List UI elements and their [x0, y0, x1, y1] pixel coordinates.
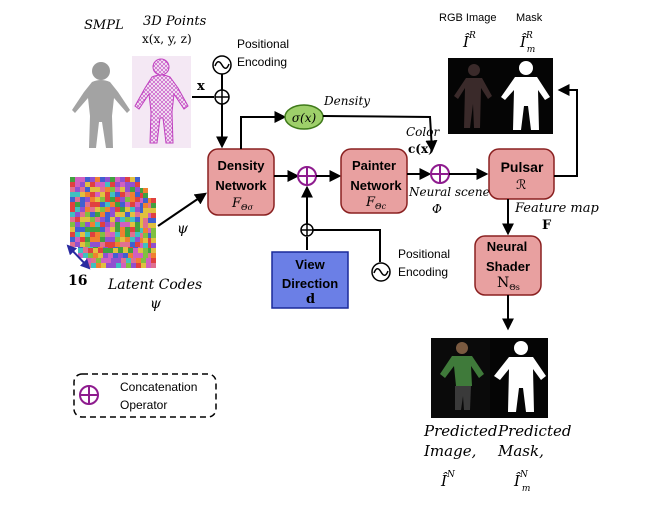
pred-mask-symbol: ÎN m — [513, 470, 530, 494]
points3d-formula: x(x, y, z) — [142, 32, 192, 46]
sigma-node: σ(x) — [284, 104, 324, 130]
predicted-image-thumbnail — [431, 338, 490, 418]
predicted-mask-thumbnail — [490, 338, 548, 418]
smpl-label: SMPL — [84, 18, 124, 33]
neural-shader-title-2: Shader — [486, 259, 530, 274]
painter-network-title-1: Painter — [352, 158, 396, 173]
neural-shader-title-1: Neural — [487, 239, 527, 254]
sigma-label: σ(x) — [292, 111, 317, 125]
concat-operator-x — [214, 89, 230, 105]
neural-scene-label: Neural scene — [408, 185, 490, 199]
rgb-image-thumbnail — [448, 58, 501, 134]
concat-operator-center — [297, 166, 317, 186]
pulsar-node: Pulsar ℛ — [488, 148, 555, 200]
feature-symbol: F — [542, 218, 552, 233]
pred-mask-line1: Predicted — [497, 422, 571, 440]
psi-label: ψ — [177, 221, 189, 237]
positional-encoding-top-icon — [212, 55, 232, 75]
mask-symbol: ÎR m — [519, 31, 535, 55]
latent-codes-label: Latent Codes — [107, 277, 202, 293]
view-direction-title-2: Direction — [282, 276, 338, 291]
pred-mask-line2: Mask, — [497, 442, 544, 460]
rgb-image-label: RGB Image — [439, 12, 496, 24]
rgb-symbol: ÎR — [462, 31, 476, 51]
view-direction-node: View Direction d — [271, 251, 349, 309]
density-network-title-2: Network — [215, 178, 267, 193]
mask-thumbnail — [501, 58, 553, 134]
latent-psi-label: ψ — [150, 296, 162, 312]
painter-network-title-2: Network — [350, 178, 402, 193]
neural-shader-node: Neural Shader NΘs — [474, 235, 542, 296]
points-mesh-figure — [134, 58, 189, 144]
legend-label-line2: Operator — [120, 398, 167, 412]
density-edge-label: Density — [323, 94, 370, 108]
view-direction-title-1: View — [295, 257, 325, 272]
concat-operator-scene — [430, 164, 450, 184]
phi-label: Φ — [432, 202, 442, 216]
feature-map-label: Feature map — [514, 201, 599, 216]
points3d-label: 3D Points — [143, 14, 207, 29]
pred-image-line2: Image, — [423, 442, 476, 460]
painter-network-symbol: FΘc — [365, 195, 387, 211]
smpl-body-figure — [72, 62, 130, 148]
density-network-symbol: FΘσ — [231, 196, 254, 212]
pulsar-title: Pulsar — [501, 159, 544, 175]
mask-label: Mask — [516, 12, 543, 24]
legend-concat-icon — [79, 385, 99, 405]
x-symbol: x — [197, 79, 205, 94]
pos-enc-bottom-line1: Positional — [398, 247, 450, 261]
density-network-node: Density Network FΘσ — [207, 148, 275, 216]
density-network-title-1: Density — [218, 158, 266, 173]
pos-enc-bottom-line2: Encoding — [398, 265, 448, 279]
pulsar-symbol: ℛ — [516, 178, 526, 193]
latent-code-grids — [70, 177, 156, 268]
color-label: Color — [406, 125, 440, 139]
pos-enc-top-line2: Encoding — [237, 55, 287, 69]
pred-image-symbol: ÎN — [440, 470, 456, 490]
view-direction-symbol: d — [306, 292, 315, 307]
latent-code-grid — [70, 177, 140, 247]
pos-enc-top-line1: Positional — [237, 37, 289, 51]
positional-encoding-bottom-icon — [371, 262, 391, 282]
legend-label-line1: Concatenation — [120, 380, 197, 394]
concat-operator-view — [300, 223, 314, 237]
pred-image-line1: Predicted — [423, 422, 497, 440]
neural-shader-symbol: NΘs — [497, 275, 520, 292]
painter-network-node: Painter Network FΘc — [340, 148, 408, 214]
sixteen-label: 16 — [68, 273, 87, 289]
color-formula: c(x) — [408, 142, 434, 156]
legend-box: Concatenation Operator — [73, 373, 217, 418]
